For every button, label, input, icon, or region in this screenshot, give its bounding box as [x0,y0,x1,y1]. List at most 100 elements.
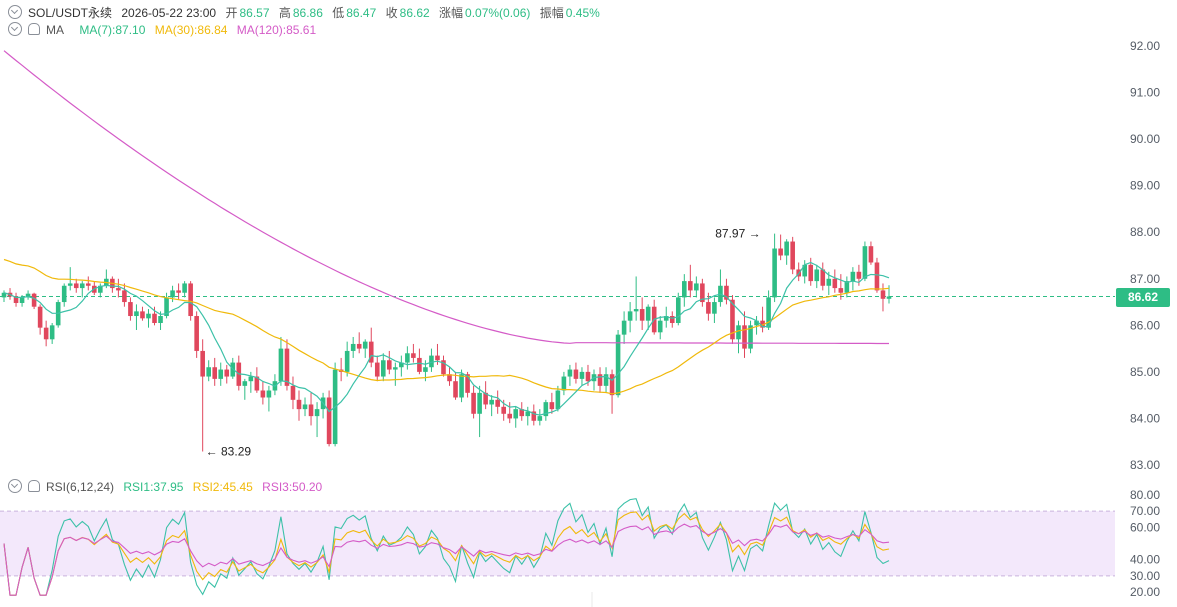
candle-body [290,385,296,400]
candle-body [212,367,218,379]
candle-body [513,409,519,419]
candle-body [128,302,133,317]
candle-body [886,296,892,299]
rsi-tick-label: 80.00 [1130,488,1160,502]
candle-body [609,374,615,396]
change-value: 0.07%(0.06) [465,6,531,20]
collapse-icon[interactable] [8,5,22,19]
high-label: 高 [278,6,291,20]
rsi-title: RSI(6,12,24) [46,480,115,494]
rsi-legend: RSI(6,12,24) RSI1:37.95 RSI2:45.45 RSI3:… [8,479,328,494]
price-tick-label: 86.00 [1130,318,1160,332]
candle-body [194,316,199,351]
collapse-icon[interactable] [8,22,22,36]
candle-body [615,334,621,396]
candle-body [597,374,603,386]
ma-legend: MA MA(7):87.10 MA(30):86.84 MA(120):85.6… [8,22,322,37]
candle-body [555,390,561,410]
candle-body [501,406,506,414]
candle-body [525,411,531,417]
candle-body [380,360,386,377]
candle-body [116,288,121,291]
candle-body [122,290,127,303]
candle-body [393,367,398,370]
candle-body [675,297,681,324]
rsi-tick-label: 70.00 [1130,504,1160,518]
ma120-line [3,50,889,345]
price-axis: 92.00 91.00 90.00 89.00 88.00 87.00 86.00 85.00… [1130,39,1160,472]
candle-body [37,306,43,328]
extreme-marks: 87.97 → ← 83.29 [206,227,761,459]
candle-body [405,353,410,363]
candle-body [579,371,585,379]
candle-body [712,302,717,314]
candle-body [170,290,175,298]
candle-body [278,348,284,382]
candle-body [730,299,735,340]
candle-body [621,320,627,335]
price-tick-label: 92.00 [1130,39,1160,53]
candle-body [820,269,826,286]
price-tick-label: 88.00 [1130,225,1160,239]
candle-body [182,283,187,293]
ma30-label: MA(30):86.84 [154,23,228,37]
candle-body [543,402,549,417]
candle-body [832,278,838,289]
price-tick-label: 91.00 [1130,86,1160,100]
candle-body [441,360,446,375]
candle-body [31,293,37,307]
candle-body [700,283,705,303]
candle-body [549,402,555,410]
candle-body [603,374,609,386]
candle-body [61,285,67,303]
price-tick-label: 84.00 [1130,411,1160,425]
collapse-icon[interactable] [8,479,22,493]
ma7-label: MA(7):87.10 [79,23,146,37]
high-value: 86.86 [292,6,323,20]
candle-body [314,409,320,417]
current-price-tag: 86.62 [1116,288,1170,307]
candle-body [146,313,151,319]
rsi-axis: 80.00 70.00 60.00 40.00 30.00 20.00 [0,488,1160,599]
ma120-label: MA(120):85.61 [236,23,317,37]
candle-body [742,325,747,349]
candle-body [826,278,832,286]
alert-bell-icon[interactable] [28,480,40,492]
candle-body [465,374,470,393]
candle-body [344,350,350,372]
candle-body [368,341,374,363]
candle-body [808,264,814,282]
datetime: 2026-05-22 23:00 [121,6,217,20]
candle-body [308,404,314,417]
candle-body [483,392,488,405]
candle-body [43,327,49,340]
candle-body [784,241,789,256]
candle-body [862,246,868,279]
alert-bell-icon[interactable] [28,23,40,35]
candle-body [489,399,494,405]
candle-body [411,353,416,358]
candle-body [657,320,663,333]
candle-body [778,248,783,256]
candle-body [85,283,91,286]
candle-body [477,392,482,414]
candle-body [67,283,73,286]
candle-body [856,271,862,279]
candle-body [218,369,224,379]
rsi-line-rsi3 [3,523,890,596]
candle-body [880,290,886,299]
candle-body [802,264,808,277]
candle-body [694,283,699,291]
candle-body [669,316,675,324]
high-mark-label: 87.97 → [715,227,760,241]
candle-body [134,311,139,317]
candle-body [284,348,290,386]
candle-body [585,371,591,382]
open-label: 开 [225,6,238,20]
rsi-tick-label: 60.00 [1130,520,1160,534]
ma-lines [3,50,890,416]
candle-body [561,376,567,391]
candle-body [206,367,211,377]
close-label: 收 [385,6,398,20]
